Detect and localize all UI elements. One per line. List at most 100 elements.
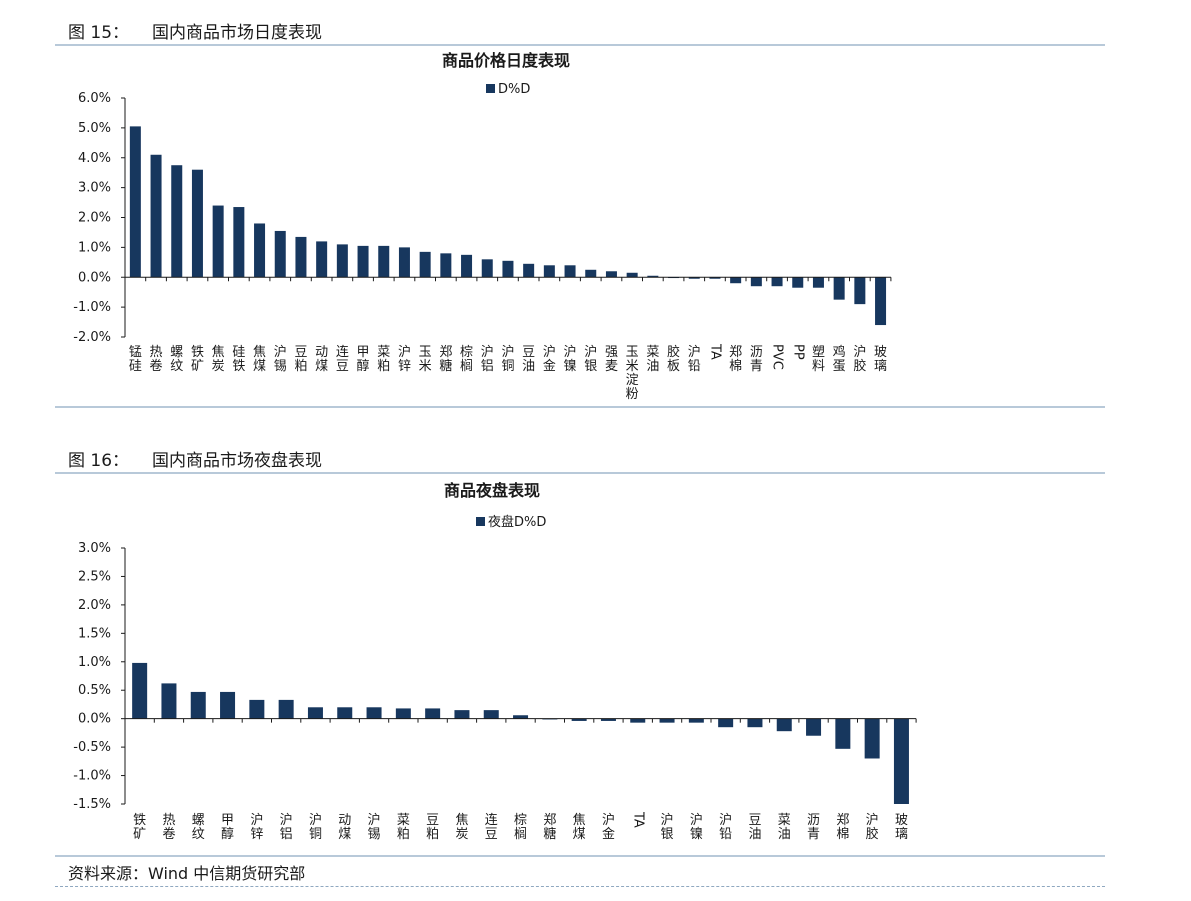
chart1-category-label: TA bbox=[630, 811, 645, 828]
chart0-bar-21 bbox=[564, 265, 576, 278]
chart1-bar-24 bbox=[835, 718, 851, 749]
chart0-bar-4 bbox=[212, 205, 224, 278]
chart0-y-tick-label: 1.0% bbox=[78, 240, 111, 255]
chart0-category-label: 沪银 bbox=[584, 344, 597, 374]
figure-16-bottom-rule bbox=[55, 855, 1105, 857]
chart1-legend: 夜盘D%D bbox=[476, 514, 546, 530]
chart0-bar-16 bbox=[461, 254, 473, 278]
chart0-category-label: 塑料 bbox=[812, 345, 825, 374]
chart1-category-label: 焦炭 bbox=[455, 813, 468, 842]
chart0-legend: D%D bbox=[486, 82, 530, 97]
chart1-category-label: 沪锌 bbox=[250, 812, 263, 842]
chart0-bar-14 bbox=[419, 251, 431, 278]
chart1-category-label: 甲醇 bbox=[221, 813, 234, 842]
chart0-bar-23 bbox=[605, 271, 617, 278]
chart0-bar-0 bbox=[129, 126, 141, 278]
chart0-bar-34 bbox=[833, 277, 845, 300]
chart0-bar-35 bbox=[854, 277, 866, 305]
chart1-category-label: 沪银 bbox=[661, 812, 674, 842]
chart0-category-label: 焦炭 bbox=[212, 345, 225, 374]
chart0-category-label: 螺纹 bbox=[170, 345, 183, 374]
chart1-y-tick-label: -1.0% bbox=[73, 769, 111, 784]
chart0-legend-label: D%D bbox=[498, 82, 530, 97]
chart1-bar-18 bbox=[659, 718, 675, 723]
chart1-y-tick-label: 0.5% bbox=[78, 683, 111, 698]
chart0-bar-30 bbox=[750, 277, 762, 287]
figure-16-title: 图 16： 国内商品市场夜盘表现 bbox=[68, 446, 322, 471]
chart0-category-label: 沥青 bbox=[750, 345, 763, 374]
chart0-category-label: 沪铅 bbox=[688, 344, 701, 374]
chart1-bar-6 bbox=[307, 707, 323, 719]
figure-16-top-rule bbox=[55, 472, 1105, 474]
chart0-bar-32 bbox=[792, 277, 804, 288]
chart1-category-label: 玻璃 bbox=[895, 813, 908, 842]
chart0-bar-2 bbox=[171, 165, 183, 278]
chart1-category-label: 沪铜 bbox=[309, 812, 322, 842]
chart0-legend-swatch bbox=[486, 84, 495, 93]
figure-15-title: 图 15： 国内商品市场日度表现 bbox=[68, 18, 322, 43]
chart0-category-label: 连豆 bbox=[336, 344, 349, 374]
chart0-category-label: 鸡蛋 bbox=[833, 344, 846, 374]
chart-daily-performance: 商品价格日度表现 D%D 6.0% 5.0% 4.0% 3.0% 2.0% 1.0% 0.0% -… bbox=[73, 51, 892, 402]
chart1-bar-12 bbox=[483, 710, 499, 719]
chart1-bar-5 bbox=[278, 699, 294, 719]
chart0-category-label: 动煤 bbox=[315, 345, 328, 374]
chart0-category-label: 铁矿 bbox=[191, 345, 204, 374]
chart1-bar-21 bbox=[747, 718, 763, 728]
chart0-bar-27 bbox=[688, 277, 700, 279]
chart0-category-label: 沪铜 bbox=[501, 344, 514, 374]
figure-16-caption: 国内商品市场夜盘表现 bbox=[152, 451, 322, 471]
chart0-category-label: 菜油 bbox=[646, 345, 659, 374]
chart0-bar-9 bbox=[316, 241, 328, 278]
figure-15-bottom-rule bbox=[55, 406, 1105, 408]
chart1-category-label: 铁矿 bbox=[133, 813, 146, 842]
chart1-bar-8 bbox=[366, 707, 382, 719]
chart0-y-tick-label: 5.0% bbox=[78, 121, 111, 136]
chart1-bar-15 bbox=[571, 718, 587, 721]
chart0-title: 商品价格日度表现 bbox=[442, 51, 570, 70]
chart1-bar-16 bbox=[600, 718, 616, 721]
chart1-category-label: 焦煤 bbox=[573, 813, 586, 842]
chart1-legend-label: 夜盘D%D bbox=[488, 514, 546, 530]
chart1-bar-17 bbox=[630, 718, 646, 723]
chart0-bar-1 bbox=[150, 154, 162, 278]
source-note: 资料来源：Wind 中信期货研究部 bbox=[68, 864, 306, 883]
chart1-bar-25 bbox=[864, 718, 880, 759]
chart0-y-tick-label: -2.0% bbox=[73, 330, 111, 345]
chart1-y-tick-label: -0.5% bbox=[73, 740, 111, 755]
chart0-category-label: 沪锡 bbox=[274, 344, 287, 374]
chart1-bar-11 bbox=[454, 710, 470, 719]
chart0-bar-33 bbox=[812, 277, 824, 288]
chart0-category-label: 郑棉 bbox=[729, 345, 742, 374]
chart0-bar-25 bbox=[647, 275, 659, 278]
chart0-category-label: 棕榈 bbox=[460, 345, 473, 374]
chart1-bar-7 bbox=[337, 707, 353, 719]
chart0-bar-7 bbox=[274, 230, 286, 278]
chart0-category-label: 锰硅 bbox=[129, 345, 142, 374]
chart0-bar-12 bbox=[378, 245, 390, 278]
page-bottom-rule bbox=[55, 886, 1105, 887]
chart1-bar-22 bbox=[776, 718, 792, 732]
chart0-y-tick-label: 2.0% bbox=[78, 211, 111, 226]
chart0-bar-17 bbox=[481, 259, 493, 278]
chart1-category-label: 沪铅 bbox=[719, 812, 732, 842]
chart0-category-label: 沪镍 bbox=[564, 344, 577, 374]
chart1-y-tick-label: 2.5% bbox=[78, 569, 111, 584]
chart1-bar-3 bbox=[220, 691, 236, 719]
chart1-category-label: 动煤 bbox=[338, 813, 351, 842]
chart1-category-label: 豆油 bbox=[748, 813, 761, 842]
chart1-category-label: 豆粕 bbox=[426, 813, 439, 842]
chart1-bar-10 bbox=[425, 708, 441, 719]
figure-16-label: 图 16： bbox=[68, 451, 130, 471]
chart0-y-tick-label: -1.0% bbox=[73, 300, 111, 315]
chart0-category-label: 郑糖 bbox=[439, 345, 452, 374]
chart0-category-label: 玉米 bbox=[419, 345, 432, 374]
chart0-bar-8 bbox=[295, 236, 307, 278]
chart1-category-label: 菜粕 bbox=[397, 813, 410, 842]
chart1-bar-20 bbox=[718, 718, 734, 728]
chart0-bar-15 bbox=[440, 253, 452, 278]
chart1-y-tick-label: 1.5% bbox=[78, 626, 111, 641]
chart1-y-tick-label: 2.0% bbox=[78, 598, 111, 613]
chart0-y-tick-label: 0.0% bbox=[78, 270, 111, 285]
